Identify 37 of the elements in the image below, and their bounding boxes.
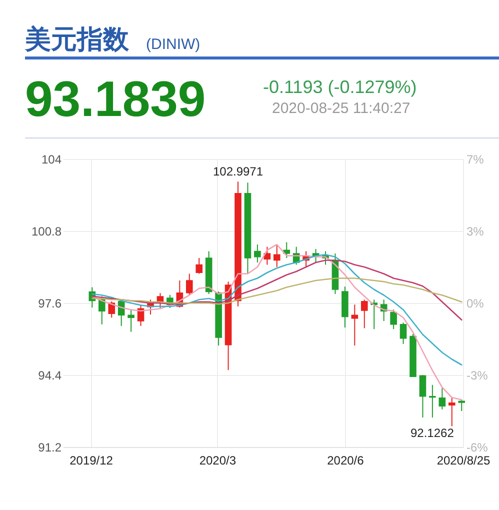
y2-tick-label: 7% — [466, 152, 484, 166]
candlestick — [254, 244, 261, 263]
annotation: 102.9971 — [212, 164, 264, 179]
text: 2020-08-25 11:40:27 — [272, 100, 410, 117]
chart-title: 美元指数 — [24, 24, 130, 54]
y-tick-label: 94.4 — [38, 368, 62, 382]
candlestick — [360, 299, 368, 329]
candlestick — [196, 258, 203, 274]
candlestick — [429, 384, 436, 418]
candlestick — [438, 388, 446, 410]
candlestick — [108, 300, 116, 318]
candlestick — [419, 374, 426, 418]
candlestick — [283, 242, 290, 258]
y-tick-label: 91.2 — [38, 440, 62, 454]
candlestick — [186, 273, 193, 296]
candlestick — [448, 397, 456, 427]
candlestick — [273, 244, 280, 268]
candlestick — [128, 309, 134, 332]
y-tick-label: 100.8 — [31, 224, 62, 238]
x-tick-label: 2020/6 — [327, 454, 364, 468]
chart-subtitle: (DINIW) — [146, 36, 200, 53]
candlestick — [264, 246, 271, 266]
candlestick — [390, 309, 397, 330]
annotation: 92.1262 — [410, 426, 454, 440]
candlestick — [98, 296, 106, 325]
y2-tick-label: -3% — [466, 368, 488, 382]
x-tick-label: 2020/3 — [199, 454, 236, 468]
text: 93.1839 — [25, 71, 206, 127]
candlestick — [400, 322, 407, 344]
y-tick-label: 97.6 — [38, 296, 62, 310]
y2-tick-label: -6% — [466, 440, 488, 454]
y2-tick-label: 3% — [466, 224, 484, 238]
x-tick-label: 2019/12 — [70, 454, 114, 468]
y-tick-label: 104 — [41, 152, 62, 166]
text: -0.1193 (-0.1279%) — [263, 77, 417, 97]
y2-tick-label: 0% — [466, 296, 484, 310]
x-tick-label: 2020/8/25 — [436, 454, 491, 468]
